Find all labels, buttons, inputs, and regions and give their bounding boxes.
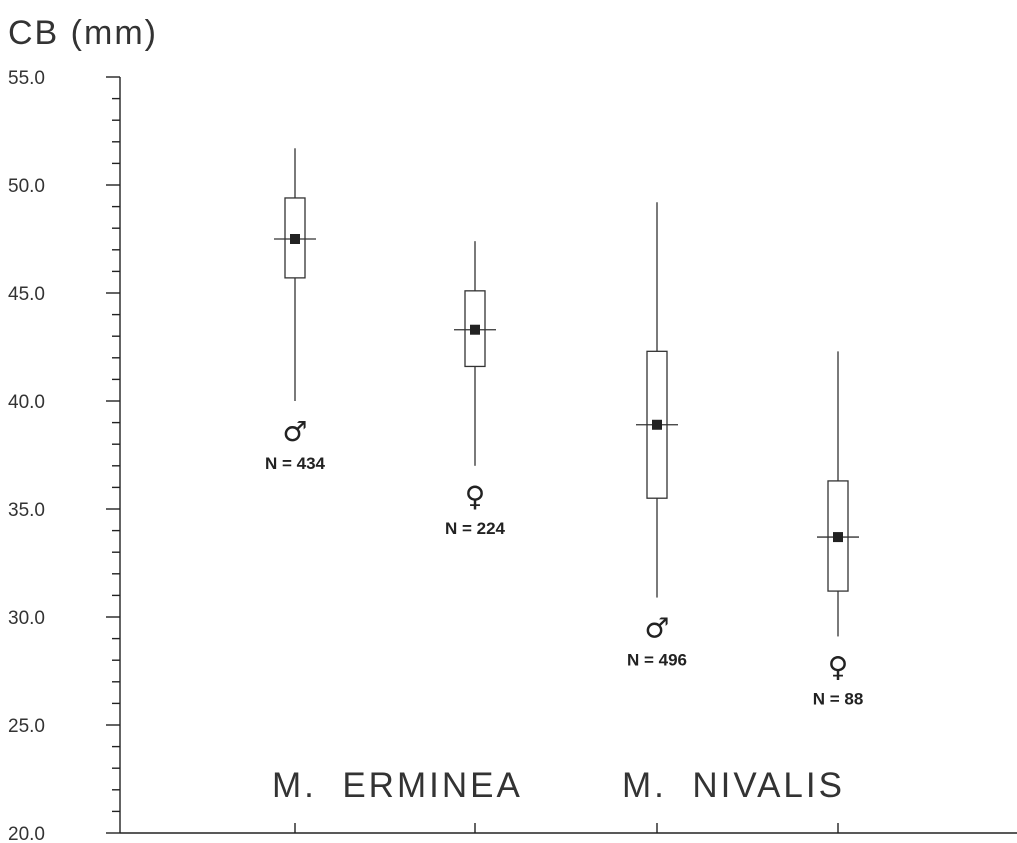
mean-marker <box>833 532 843 543</box>
y-tick-label: 30.0 <box>8 608 45 629</box>
species-label-erminea: M. ERMINEA <box>272 766 523 805</box>
box-groups: ♂ N = 434 ♀ N = 224 ♂ N = 496 ♀ N = 88 <box>265 148 863 708</box>
male-symbol-icon: ♂ <box>282 415 307 448</box>
box-group-1: ♂ N = 434 <box>265 148 326 473</box>
y-tick-label: 40.0 <box>8 392 45 413</box>
n-label: N = 88 <box>813 689 864 708</box>
y-tick-label: 20.0 <box>8 824 45 843</box>
iqr-box <box>284 197 306 279</box>
y-tick-label: 25.0 <box>8 716 45 737</box>
y-tick-label: 50.0 <box>8 176 45 197</box>
box-group-3: ♂ N = 496 <box>627 202 687 670</box>
species-label-nivalis: M. NIVALIS <box>622 766 845 805</box>
female-symbol-icon: ♀ <box>828 650 849 683</box>
mean-marker <box>652 419 662 430</box>
mean-marker <box>470 324 480 335</box>
y-axis-label: CB (mm) <box>8 14 158 52</box>
male-symbol-icon: ♂ <box>644 612 669 645</box>
n-label: N = 224 <box>445 519 506 538</box>
box-group-2: ♀ N = 224 <box>445 241 506 538</box>
female-symbol-icon: ♀ <box>465 480 486 513</box>
box-group-4: ♀ N = 88 <box>813 351 864 708</box>
mean-marker <box>290 234 300 244</box>
n-label: N = 434 <box>265 454 326 473</box>
axes <box>119 77 1017 834</box>
y-tick-label: 45.0 <box>8 284 45 305</box>
iqr-box <box>827 480 849 592</box>
y-tick-label: 55.0 <box>8 68 45 89</box>
y-ticks: 20.0 25.0 30.0 35.0 40.0 45.0 50.0 55.0 <box>8 68 120 843</box>
y-tick-label: 35.0 <box>8 500 45 521</box>
n-label: N = 496 <box>627 651 687 670</box>
iqr-box <box>464 290 486 368</box>
